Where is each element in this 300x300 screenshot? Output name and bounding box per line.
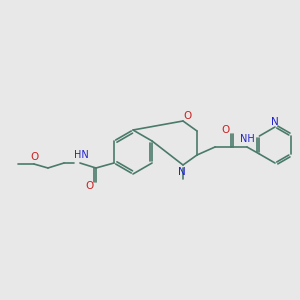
Text: O: O	[31, 152, 39, 162]
Text: N: N	[271, 117, 279, 127]
Text: O: O	[184, 111, 192, 121]
Text: N: N	[178, 167, 186, 177]
Text: O: O	[221, 125, 229, 135]
Text: O: O	[86, 181, 94, 191]
Text: HN: HN	[74, 150, 88, 160]
Text: NH: NH	[240, 134, 254, 144]
